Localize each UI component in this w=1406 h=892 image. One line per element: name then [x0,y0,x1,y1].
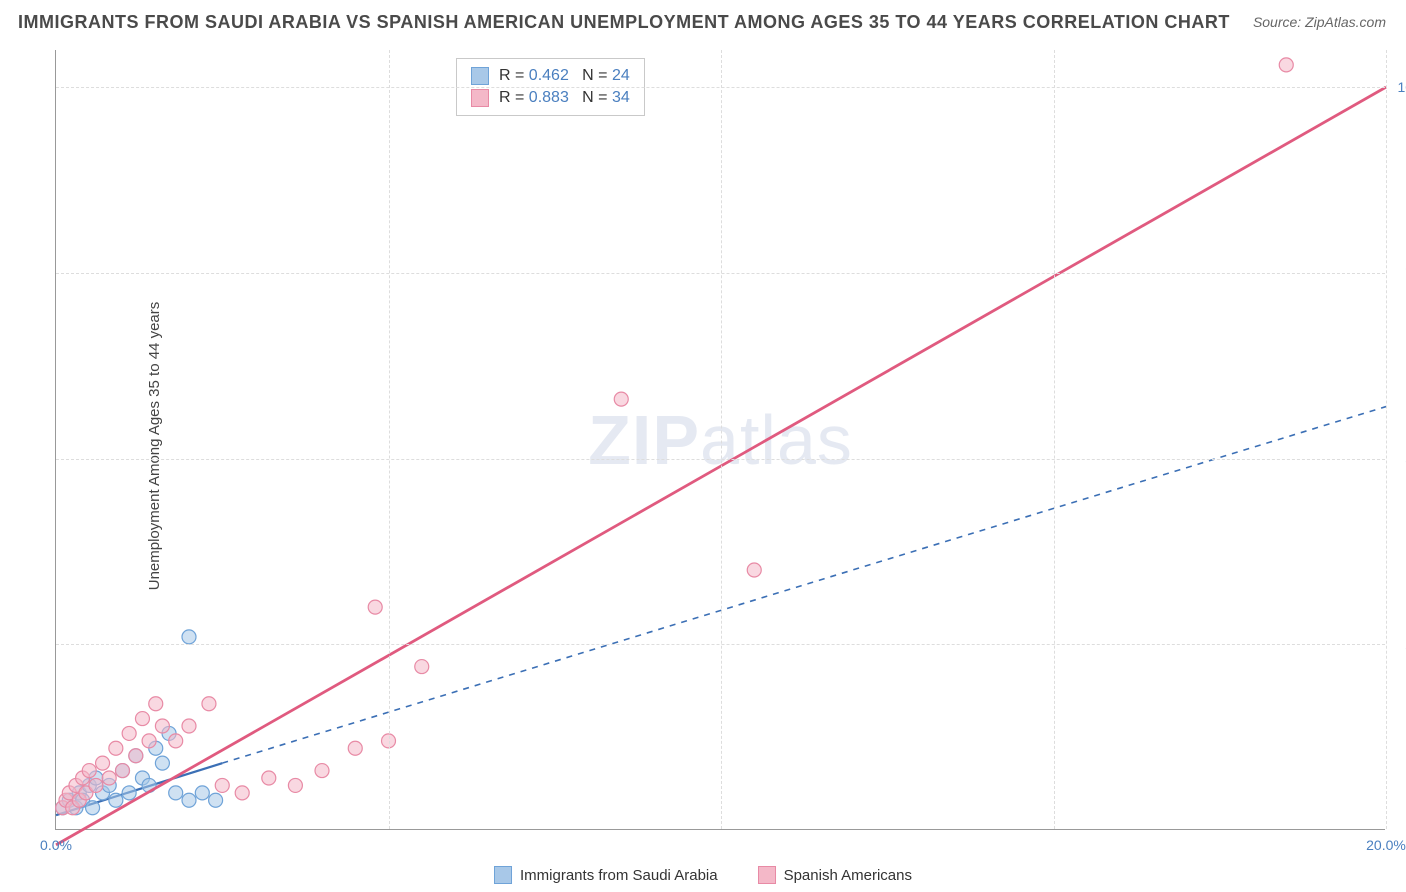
legend-swatch [471,67,489,85]
chart-title: IMMIGRANTS FROM SAUDI ARABIA VS SPANISH … [18,12,1230,33]
legend-swatch [494,866,512,884]
x-tick-label: 20.0% [1366,837,1406,853]
chart-plot-area: ZIPatlas R = 0.462 N = 24R = 0.883 N = 3… [55,50,1385,830]
source-attribution: Source: ZipAtlas.com [1253,14,1386,30]
legend-stats-text: R = 0.462 N = 24 [499,67,630,85]
stats-legend-row: R = 0.462 N = 24 [471,65,630,87]
legend-label: Immigrants from Saudi Arabia [520,867,718,884]
gridline-v [1386,50,1387,829]
legend-swatch [758,866,776,884]
series-legend: Immigrants from Saudi Arabia Spanish Amer… [494,866,912,884]
gridline-v [721,50,722,829]
y-tick-label: 100.0% [1398,79,1406,95]
legend-label: Spanish Americans [784,867,912,884]
legend-swatch [471,89,489,107]
legend-stats-text: R = 0.883 N = 34 [499,89,630,107]
gridline-v [389,50,390,829]
gridline-v [1054,50,1055,829]
stats-legend-row: R = 0.883 N = 34 [471,87,630,109]
x-tick-label: 0.0% [40,837,72,853]
legend-item: Immigrants from Saudi Arabia [494,866,718,884]
legend-item: Spanish Americans [758,866,912,884]
